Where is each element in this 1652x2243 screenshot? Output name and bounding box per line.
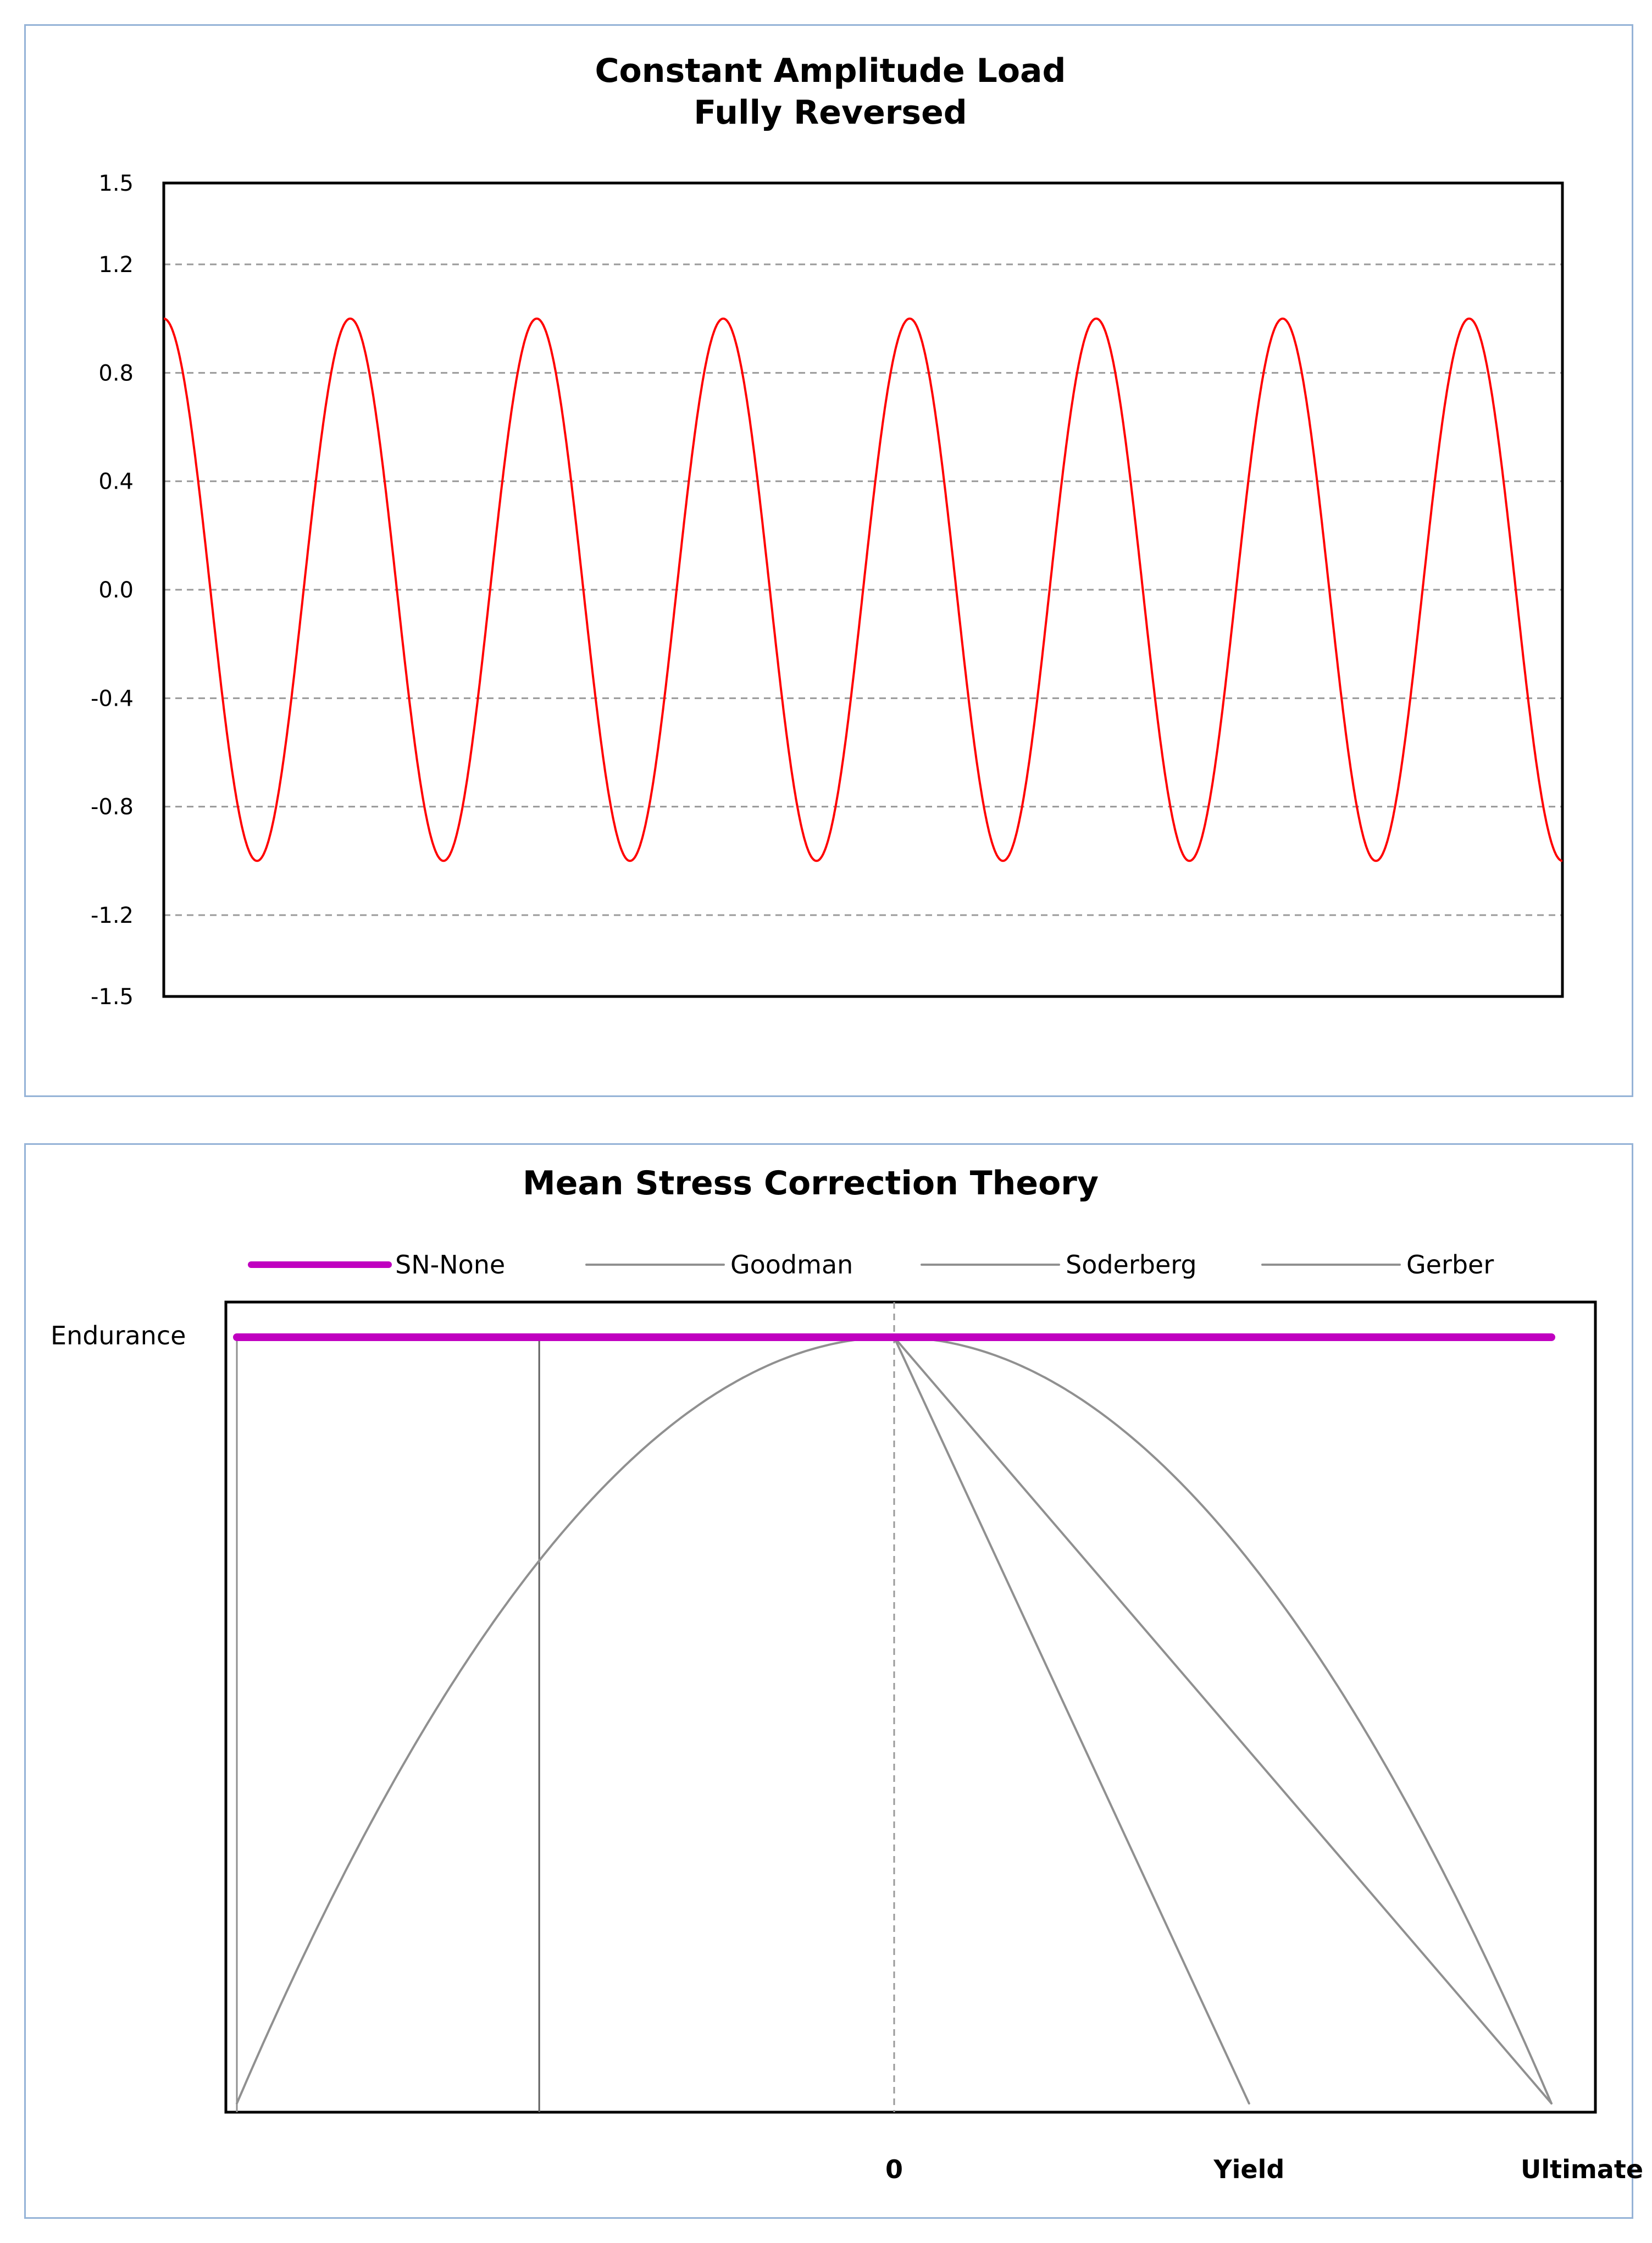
legend-label: Goodman <box>730 1250 853 1280</box>
x-tick-label: 0 <box>885 2155 903 2184</box>
load-chart: Constant Amplitude Load Fully Reversed 1… <box>91 52 1564 1010</box>
y-tick-label: 1.5 <box>98 171 134 196</box>
y-tick-label: 0.4 <box>98 469 134 495</box>
y-tick-label: -0.8 <box>91 795 134 820</box>
y-tick-label: -1.2 <box>91 903 134 928</box>
y-axis-ticks: 1.5 1.2 0.8 0.4 0.0 -0.4 -0.8 -1.2 -1.5 <box>91 171 134 1010</box>
legend-label: Soderberg <box>1066 1250 1197 1280</box>
y-tick-label: 0.0 <box>98 578 134 603</box>
mean-stress-chart-panel: Mean Stress Correction Theory SN-None Goo… <box>24 1143 1643 2219</box>
goodman-line <box>893 1336 1553 2104</box>
soderberg-line <box>893 1336 1250 2104</box>
load-chart-panel: Constant Amplitude Load Fully Reversed 1… <box>24 24 1633 1097</box>
chart-subtitle: Fully Reversed <box>694 93 967 132</box>
legend-label: SN-None <box>395 1250 505 1280</box>
x-tick-label: Yield <box>1213 2155 1284 2184</box>
y-tick-label: 0.8 <box>98 361 134 386</box>
theory-lines <box>233 1302 1555 2112</box>
y-tick-label: -0.4 <box>91 686 134 711</box>
y-tick-label: -1.5 <box>91 984 134 1010</box>
x-axis-labels: 0 Yield Ultimate <box>885 2155 1643 2184</box>
x-tick-label: Ultimate <box>1521 2155 1643 2184</box>
y-axis-label: Endurance <box>51 1321 186 1350</box>
legend: SN-None Goodman Soderberg Gerber <box>248 1250 1494 1280</box>
plot-area-frame <box>162 181 1564 998</box>
chart-title: Constant Amplitude Load <box>595 52 1066 90</box>
y-tick-label: 1.2 <box>98 252 134 278</box>
load-series-line <box>163 317 1563 862</box>
chart-title: Mean Stress Correction Theory <box>523 1164 1099 1203</box>
plot-area-frame <box>224 1300 1597 2114</box>
mean-stress-chart: Mean Stress Correction Theory SN-None Goo… <box>51 1164 1643 2184</box>
legend-label: Gerber <box>1406 1250 1494 1280</box>
